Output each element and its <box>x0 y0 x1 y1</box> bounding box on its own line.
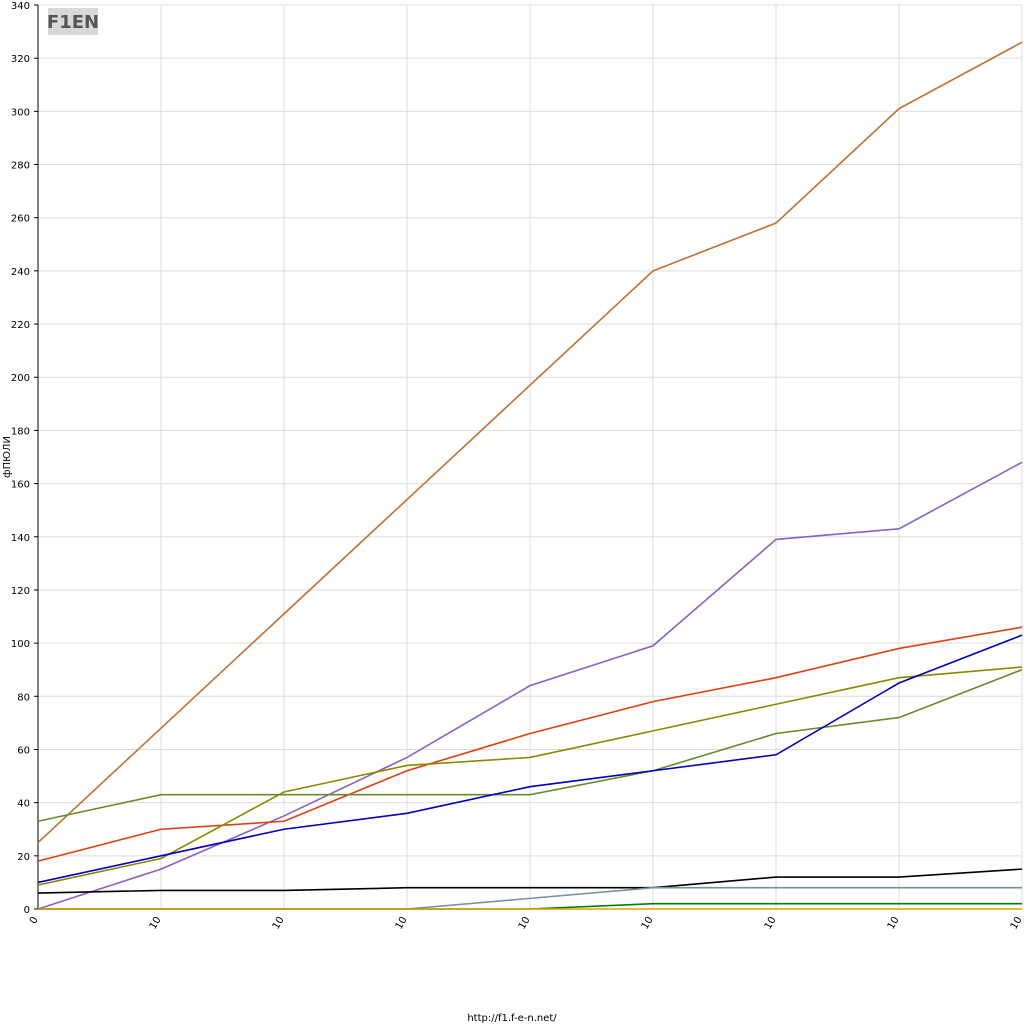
series-line <box>37 461 1023 910</box>
y-tick-label: 120 <box>11 586 30 597</box>
x-tick-label: 10 <box>271 915 287 932</box>
y-tick-label: 280 <box>11 161 30 172</box>
series-line <box>37 634 1023 884</box>
logo-box <box>48 8 98 35</box>
y-tick-label: 220 <box>11 320 30 331</box>
footer: http://f1.f-e-n.net/ <box>467 1013 557 1024</box>
x-tick-label: 10 <box>763 915 779 932</box>
y-tick-label: 140 <box>11 533 30 544</box>
y-tick-label: 20 <box>17 852 30 863</box>
x-tick-label: 10 <box>640 915 656 932</box>
y-tick-label: 340 <box>11 1 30 12</box>
logo: F1EN <box>47 12 99 33</box>
x-tick-label: 10 <box>148 915 164 932</box>
x-tick-label: 10 <box>1009 915 1024 932</box>
y-tick-label: 300 <box>11 107 30 118</box>
y-tick-label: 80 <box>17 692 30 703</box>
y-tick-label: 160 <box>11 480 30 491</box>
y-tick-label: 100 <box>11 639 30 650</box>
y-tick-label: 200 <box>11 373 30 384</box>
y-tick-label: 240 <box>11 267 30 278</box>
x-tick-label: 10 <box>517 915 533 932</box>
y-tick-label: 260 <box>11 214 30 225</box>
y-tick-label: 0 <box>24 905 30 916</box>
y-tick-label: 40 <box>17 799 30 810</box>
y-axis-label: фПЮЛИ <box>2 436 13 478</box>
y-tick-label: 320 <box>11 54 30 65</box>
series-line <box>37 666 1023 886</box>
x-tick-label: 10 <box>394 915 410 932</box>
y-tick-label: 60 <box>17 745 30 756</box>
y-tick-label: 180 <box>11 426 30 437</box>
series-line <box>37 626 1023 862</box>
series-line <box>37 668 1023 823</box>
x-tick-label: 0 <box>28 915 41 926</box>
series-line <box>37 41 1023 844</box>
series-line <box>37 868 1023 894</box>
x-tick-label: 10 <box>886 915 902 932</box>
